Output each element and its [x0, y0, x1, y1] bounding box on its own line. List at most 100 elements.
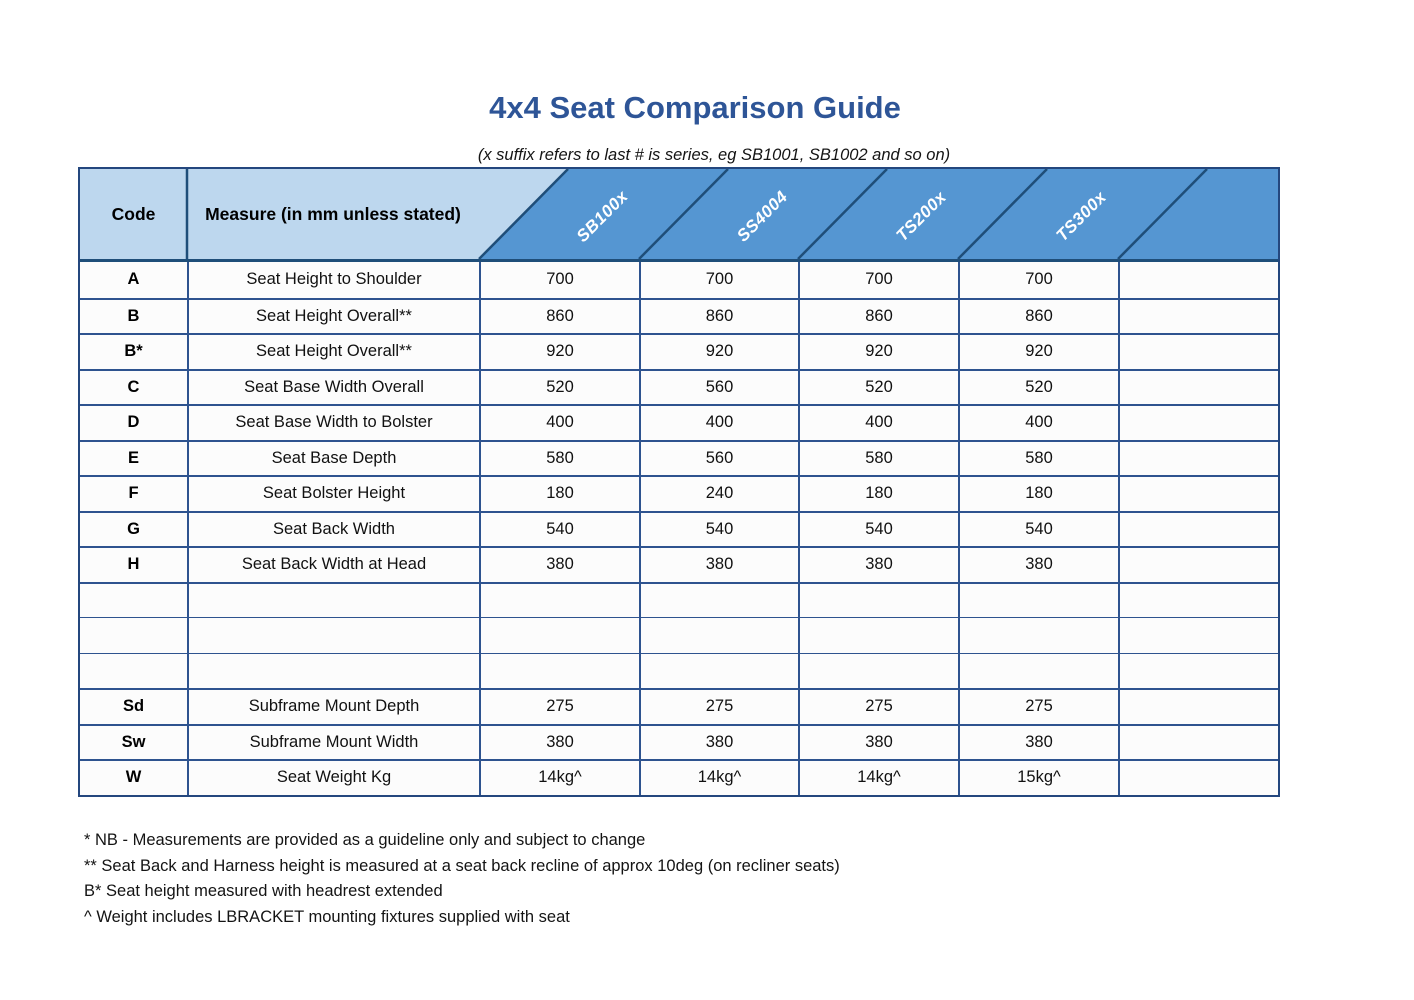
- row-value: [479, 581, 639, 617]
- row-value: 380: [479, 546, 639, 582]
- row-measure: [187, 617, 479, 653]
- row-code: D: [80, 404, 187, 440]
- row-measure: Seat Base Width Overall: [187, 368, 479, 404]
- row-value: [1118, 404, 1278, 440]
- row-value: 920: [639, 333, 798, 369]
- row-code: Sw: [80, 723, 187, 759]
- row-value: 860: [639, 297, 798, 333]
- row-value: 180: [798, 475, 958, 511]
- row-code: G: [80, 510, 187, 546]
- row-measure: Seat Back Width at Head: [187, 546, 479, 582]
- row-measure: [187, 652, 479, 688]
- row-value: 14kg^: [798, 759, 958, 795]
- row-value: 920: [798, 333, 958, 369]
- row-value: 275: [958, 688, 1118, 724]
- row-value: 380: [958, 546, 1118, 582]
- row-value: 380: [798, 546, 958, 582]
- row-value: 380: [798, 723, 958, 759]
- row-value: 275: [798, 688, 958, 724]
- row-value: [1118, 759, 1278, 795]
- table-row: [80, 581, 1278, 617]
- row-value: 400: [798, 404, 958, 440]
- table-row: Sd Subframe Mount Depth 275 275 275 275: [80, 688, 1278, 724]
- row-value: [639, 617, 798, 653]
- table-row: Sw Subframe Mount Width 380 380 380 380: [80, 723, 1278, 759]
- row-code: C: [80, 368, 187, 404]
- row-code: E: [80, 439, 187, 475]
- footnote-weight: ^ Weight includes LBRACKET mounting fixt…: [84, 907, 570, 926]
- footnote-guideline: * NB - Measurements are provided as a gu…: [84, 831, 646, 849]
- comparison-table: SB100x SS4004 TS200x TS300x Code Measure…: [78, 167, 1280, 797]
- row-code: A: [80, 262, 187, 298]
- table-row: C Seat Base Width Overall 520 560 520 520: [80, 368, 1278, 404]
- row-measure: Seat Base Depth: [187, 439, 479, 475]
- row-code: B: [80, 297, 187, 333]
- row-value: 520: [479, 368, 639, 404]
- row-code: W: [80, 759, 187, 795]
- row-value: [1118, 546, 1278, 582]
- footnotes: * NB - Measurements are provided as a gu…: [84, 828, 1184, 930]
- table-row: W Seat Weight Kg 14kg^ 14kg^ 14kg^ 15kg^: [80, 759, 1278, 795]
- row-value: [479, 617, 639, 653]
- row-code: B*: [80, 333, 187, 369]
- row-value: 700: [958, 262, 1118, 298]
- row-value: [1118, 297, 1278, 333]
- row-value: 860: [958, 297, 1118, 333]
- row-value: 560: [639, 368, 798, 404]
- row-value: [1118, 475, 1278, 511]
- row-value: [958, 652, 1118, 688]
- row-code: [80, 581, 187, 617]
- row-value: [639, 652, 798, 688]
- row-value: 700: [639, 262, 798, 298]
- code-column-header: Code: [111, 203, 156, 224]
- page-subtitle: (x suffix refers to last # is series, eg…: [477, 146, 951, 164]
- row-measure: Subframe Mount Width: [187, 723, 479, 759]
- row-value: 700: [798, 262, 958, 298]
- row-value: [798, 652, 958, 688]
- row-value: 540: [798, 510, 958, 546]
- row-value: [1118, 439, 1278, 475]
- row-value: [1118, 688, 1278, 724]
- row-value: 400: [639, 404, 798, 440]
- row-measure: Seat Base Width to Bolster: [187, 404, 479, 440]
- row-value: 14kg^: [479, 759, 639, 795]
- row-value: 520: [958, 368, 1118, 404]
- row-value: [1118, 652, 1278, 688]
- row-value: 180: [479, 475, 639, 511]
- row-code: H: [80, 546, 187, 582]
- row-value: 540: [958, 510, 1118, 546]
- row-value: 540: [479, 510, 639, 546]
- row-value: 15kg^: [958, 759, 1118, 795]
- row-value: 920: [479, 333, 639, 369]
- row-value: 520: [798, 368, 958, 404]
- row-value: [798, 617, 958, 653]
- table-row: A Seat Height to Shoulder 700 700 700 700: [80, 262, 1278, 298]
- row-code: F: [80, 475, 187, 511]
- row-value: 860: [798, 297, 958, 333]
- row-value: 580: [958, 439, 1118, 475]
- row-value: 400: [958, 404, 1118, 440]
- row-measure: Seat Height Overall**: [187, 333, 479, 369]
- row-measure: Seat Height to Shoulder: [187, 262, 479, 298]
- row-value: 275: [639, 688, 798, 724]
- table-body: A Seat Height to Shoulder 700 700 700 700 B Sea…: [80, 262, 1278, 795]
- row-value: 380: [639, 723, 798, 759]
- table-row: B* Seat Height Overall** 920 920 920 920: [80, 333, 1278, 369]
- footnote-headrest: B* Seat height measured with headrest ex…: [84, 882, 443, 900]
- row-measure: Seat Height Overall**: [187, 297, 479, 333]
- row-value: [1118, 581, 1278, 617]
- row-measure: Subframe Mount Depth: [187, 688, 479, 724]
- row-value: [1118, 333, 1278, 369]
- row-code: [80, 617, 187, 653]
- row-value: 560: [639, 439, 798, 475]
- row-value: 380: [479, 723, 639, 759]
- row-value: 240: [639, 475, 798, 511]
- row-value: 180: [958, 475, 1118, 511]
- row-value: 580: [798, 439, 958, 475]
- row-value: 540: [639, 510, 798, 546]
- row-measure: Seat Back Width: [187, 510, 479, 546]
- row-value: 14kg^: [639, 759, 798, 795]
- page-title: 4x4 Seat Comparison Guide: [489, 90, 901, 125]
- row-value: [1118, 510, 1278, 546]
